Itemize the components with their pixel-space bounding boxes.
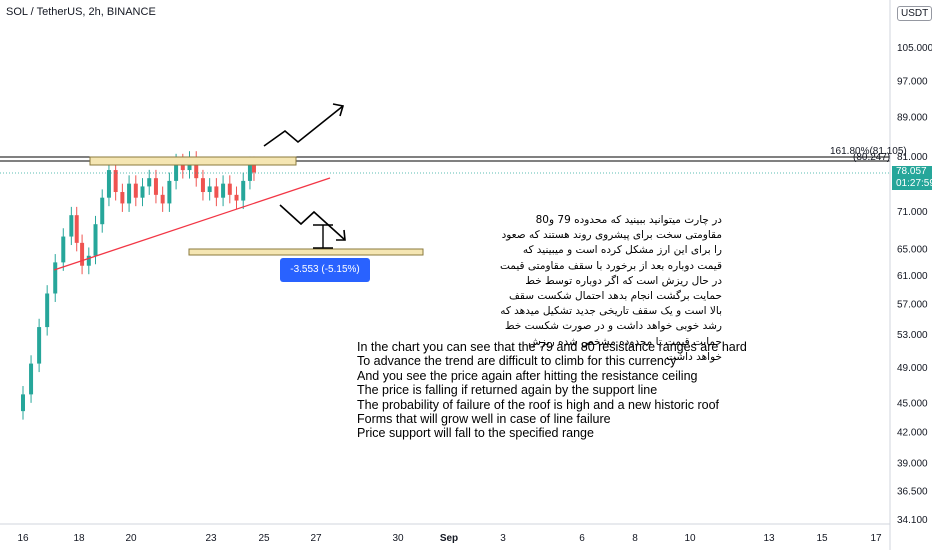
time-tick-label: 6	[579, 533, 585, 544]
candle[interactable]	[106, 170, 111, 198]
candle[interactable]	[221, 183, 226, 198]
note-line: And you see the price again after hittin…	[357, 368, 698, 383]
note-line: Price support will fall to the specified…	[357, 426, 594, 441]
note-line: Forms that will grow well in case of lin…	[357, 412, 611, 427]
candle[interactable]	[200, 178, 205, 193]
candle[interactable]	[167, 180, 172, 204]
time-axis: 16 18 20 23 25 27 30 Sep 3 6 8 10 13 15 17	[17, 533, 882, 544]
price-tick-label: 39.000	[897, 459, 928, 470]
time-tick-label: 23	[205, 533, 217, 544]
bar-countdown: 01:27:59	[896, 178, 932, 189]
time-tick-label: 8	[632, 533, 638, 544]
persian-note[interactable]: در چارت میتوانید ببینید که محدوده 79 و80…	[500, 214, 722, 363]
candle[interactable]	[174, 162, 179, 181]
time-tick-label: 30	[392, 533, 404, 544]
price-tick-label: 97.000	[897, 76, 928, 87]
time-tick-label: 25	[258, 533, 270, 544]
candle[interactable]	[214, 186, 219, 198]
candle[interactable]	[86, 255, 91, 266]
candle[interactable]	[234, 194, 239, 201]
note-line: In the chart you can see that the 79 and…	[357, 340, 747, 354]
price-tick-label: 49.000	[897, 363, 928, 374]
price-tick-label: 53.000	[897, 330, 928, 341]
candle[interactable]	[74, 215, 79, 243]
price-tick-label: 61.000	[897, 271, 928, 282]
note-line: The price is falling if returned again b…	[357, 383, 658, 398]
time-tick-label: 17	[870, 533, 882, 544]
price-tick-label: 57.000	[897, 299, 928, 310]
price-tick-label: 105.000	[897, 43, 932, 54]
symbol-title[interactable]: SOL / TetherUS, 2h, BINANCE	[6, 6, 156, 18]
candle[interactable]	[69, 215, 74, 237]
time-tick-label: 20	[125, 533, 137, 544]
time-tick-label: 16	[17, 533, 29, 544]
english-note[interactable]: In the chart you can see that the 79 and…	[357, 340, 747, 441]
candle[interactable]	[133, 183, 138, 198]
candle[interactable]	[93, 224, 98, 256]
candle[interactable]	[53, 262, 58, 294]
fib-level-label: 161.80%(81.105)	[830, 146, 907, 157]
candle[interactable]	[147, 178, 152, 187]
price-tick-label: 81.000	[897, 152, 928, 163]
note-line: The probability of failure of the roof i…	[357, 397, 720, 412]
time-tick-label: 15	[816, 533, 828, 544]
candle[interactable]	[241, 180, 246, 201]
price-axis: 105.000 97.000 89.000 81.000 71.000 65.000 61.…	[897, 43, 932, 526]
candle[interactable]	[100, 197, 105, 225]
price-tick-label: 65.000	[897, 244, 928, 255]
currency-button[interactable]: USDT	[897, 6, 932, 21]
candle[interactable]	[251, 164, 256, 173]
time-tick-label: 13	[763, 533, 775, 544]
candle[interactable]	[207, 186, 212, 193]
candle[interactable]	[194, 159, 199, 179]
candle[interactable]	[140, 186, 145, 198]
bearish-arrow[interactable]	[279, 204, 346, 241]
candle[interactable]	[61, 236, 66, 263]
target-zone[interactable]	[188, 248, 424, 256]
last-price-tag: 78.057 01:27:59	[892, 166, 932, 190]
candle[interactable]	[29, 363, 34, 395]
candle[interactable]	[120, 192, 125, 204]
candle[interactable]	[180, 162, 185, 171]
time-tick-label: 3	[500, 533, 506, 544]
price-tick-label: 89.000	[897, 112, 928, 123]
bearish-arrow-head	[336, 229, 346, 241]
candle[interactable]	[113, 170, 118, 193]
price-tick-label: 71.000	[897, 207, 928, 218]
time-tick-label: Sep	[440, 533, 458, 544]
candle-series	[21, 151, 256, 420]
bullish-arrow[interactable]	[263, 105, 344, 147]
candle[interactable]	[80, 242, 85, 266]
price-tick-label: 42.000	[897, 428, 928, 439]
candle[interactable]	[153, 178, 158, 195]
time-tick-label: 18	[73, 533, 85, 544]
time-tick-label: 10	[684, 533, 696, 544]
price-tick-label: 45.000	[897, 399, 928, 410]
last-price: 78.057	[896, 166, 927, 177]
candle[interactable]	[227, 183, 232, 195]
note-line: To advance the trend are difficult to cl…	[357, 354, 677, 369]
support-trendline[interactable]	[53, 177, 331, 271]
candle[interactable]	[45, 293, 50, 328]
price-tick-label: 34.100	[897, 515, 928, 526]
price-tick-label: 36.500	[897, 486, 928, 497]
resistance-level-label: (80.247)	[853, 152, 891, 163]
candle[interactable]	[37, 327, 42, 364]
candle[interactable]	[127, 183, 132, 204]
bullish-arrow-head	[332, 103, 345, 117]
candle[interactable]	[21, 394, 25, 412]
resistance-zone[interactable]	[89, 156, 297, 166]
measure-label[interactable]: -3.553 (-5.15%) -3553	[280, 258, 370, 299]
candle[interactable]	[160, 194, 165, 204]
time-tick-label: 27	[310, 533, 322, 544]
